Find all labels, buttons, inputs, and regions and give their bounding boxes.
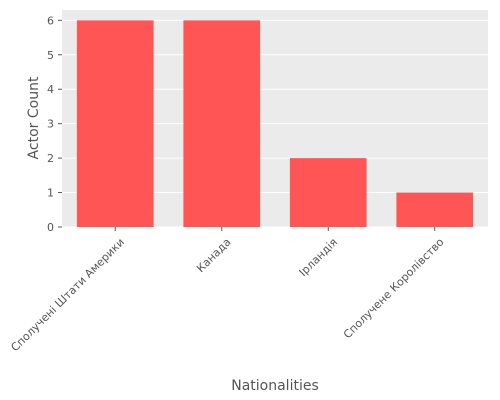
bar-3	[396, 192, 474, 227]
x-ticks: Сполучені Штати Америки Канада Ірландія Спо…	[8, 227, 447, 355]
bar-2	[289, 158, 367, 227]
bar-0	[76, 20, 154, 228]
bar-1	[183, 20, 261, 228]
y-tick-label-6: 6	[47, 14, 54, 27]
y-tick-label-3: 3	[47, 118, 54, 131]
y-tick-label-4: 4	[47, 83, 54, 96]
x-tick-label-3: Сполучене Королівство	[341, 235, 447, 341]
x-tick-label-0: Сполучені Штати Америки	[8, 236, 127, 355]
y-tick-label-2: 2	[47, 152, 54, 165]
y-axis-label: Actor Count	[26, 76, 42, 159]
y-tick-label-5: 5	[47, 49, 54, 62]
x-tick-label-1: Канада	[194, 236, 233, 275]
x-tick-label-2: Ірландія	[297, 236, 340, 279]
bars	[76, 20, 474, 228]
y-ticks: 0 1 2 3 4 5 6	[47, 14, 62, 234]
y-tick-label-1: 1	[47, 187, 54, 200]
x-axis-label: Nationalities	[231, 378, 319, 394]
y-tick-label-0: 0	[47, 221, 54, 234]
